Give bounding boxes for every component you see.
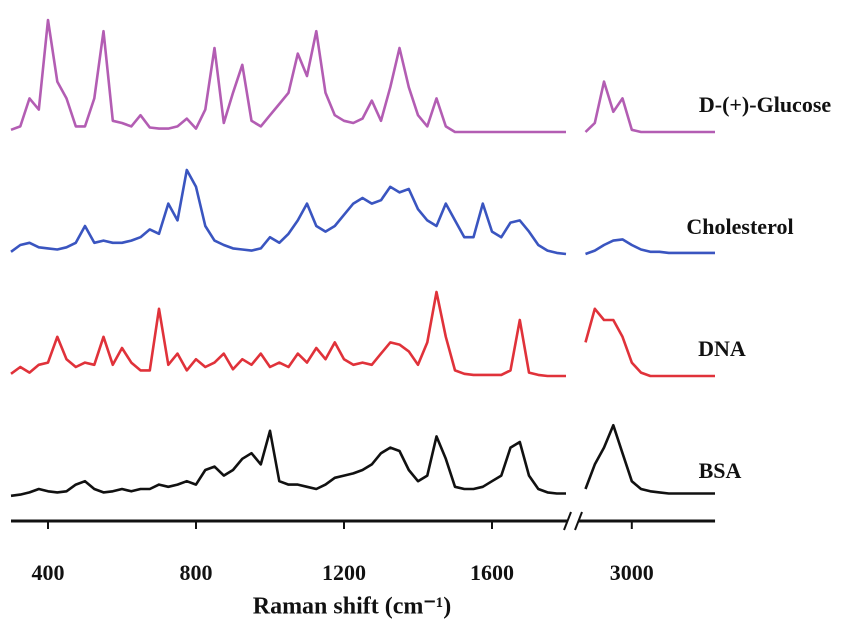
spectrum-line	[10, 429, 566, 498]
series-label: DNA	[698, 336, 746, 361]
axis-break	[563, 511, 572, 531]
x-tick-label: 1200	[322, 560, 366, 585]
spectrum-line	[10, 168, 567, 256]
spectrum-line	[10, 290, 566, 378]
spectrum-line	[585, 238, 715, 256]
x-axis-label: Raman shift (cm⁻¹)	[253, 594, 452, 620]
x-tick-label: 3000	[610, 560, 654, 585]
series-label: BSA	[699, 458, 742, 483]
series-label: D-(+)-Glucose	[699, 92, 832, 117]
x-tick-label: 400	[32, 560, 65, 585]
spectrum-line	[584, 80, 715, 134]
spectrum-line	[584, 307, 715, 378]
spectrum-line	[584, 423, 715, 495]
x-tick-label: 1600	[470, 560, 514, 585]
x-tick-label: 800	[180, 560, 213, 585]
series-label: Cholesterol	[686, 214, 793, 239]
spectrum-line	[10, 18, 566, 134]
axis-break	[574, 511, 583, 531]
